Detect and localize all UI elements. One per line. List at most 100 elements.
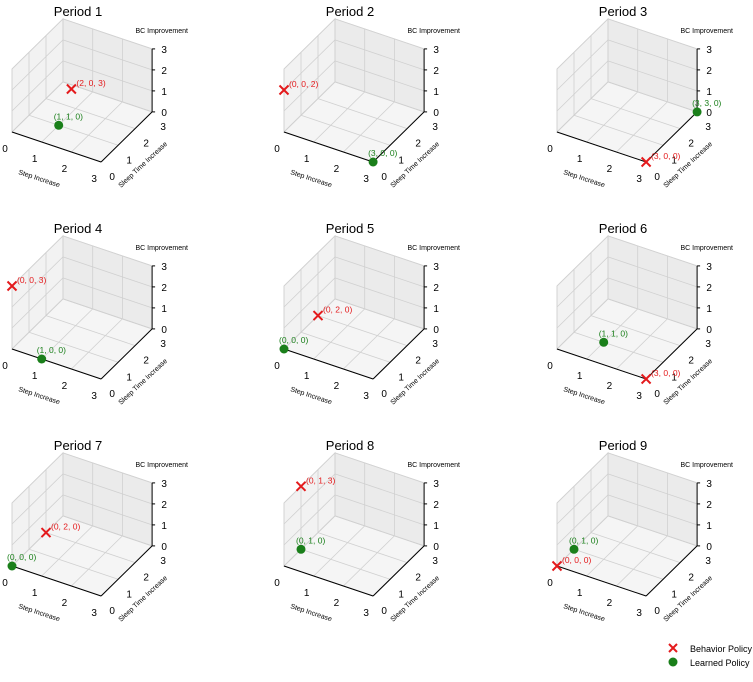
y-tick-label: 2	[415, 573, 421, 584]
y-tick-label: 1	[126, 155, 132, 166]
grid-line	[607, 60, 698, 92]
z-tick-label: 0	[706, 542, 712, 553]
x-axis-line	[11, 131, 102, 163]
z-tick-label: 2	[161, 283, 167, 294]
subplot-title: Period 2	[326, 4, 374, 19]
grid-line	[283, 452, 336, 504]
x-tick-label: 3	[363, 608, 369, 619]
grid-line	[556, 39, 609, 91]
y-tick-label: 1	[398, 372, 404, 383]
y-tick-label: 1	[671, 155, 677, 166]
subplot-title: Period 6	[599, 221, 647, 236]
grid-line	[556, 235, 609, 287]
learned-policy-point	[279, 344, 289, 354]
y-axis-line	[372, 328, 425, 380]
grid-line	[283, 298, 336, 350]
x-tick-label: 2	[62, 381, 68, 392]
x-tick-label: 1	[577, 371, 583, 382]
y-tick-label: 2	[143, 139, 149, 150]
z-tick-label: 3	[433, 45, 439, 56]
grid-line	[283, 81, 336, 133]
z-tick-label: 3	[706, 45, 712, 56]
grid-line	[334, 452, 425, 484]
learned-policy-label: (0, 0, 0)	[279, 335, 308, 345]
y-tick-label: 3	[432, 122, 438, 133]
grid-line	[45, 532, 136, 563]
grid-line	[607, 298, 698, 330]
grid-line	[283, 473, 336, 525]
z-tick-label: 1	[706, 87, 712, 98]
z-tick-label: 2	[706, 283, 712, 294]
learned-policy-label: (0, 1, 0)	[296, 535, 325, 545]
z-tick-label: 3	[706, 479, 712, 490]
y-tick-label: 1	[126, 372, 132, 383]
z-axis-label: BC Improvement	[407, 462, 460, 469]
grid-line	[556, 81, 609, 133]
grid-line	[586, 91, 638, 143]
y-axis-line	[100, 111, 153, 163]
grid-line	[45, 98, 136, 129]
y-tick-label: 1	[398, 589, 404, 600]
grid-line	[607, 473, 698, 505]
grid-line	[556, 298, 609, 350]
legend-behavior-label: Behavior Policy	[690, 644, 753, 654]
grid-line	[62, 277, 153, 309]
grid-line	[343, 535, 395, 587]
x-tick-label: 0	[274, 578, 280, 589]
grid-line	[334, 81, 425, 113]
z-tick-label: 2	[433, 500, 439, 511]
x-tick-label: 3	[363, 174, 369, 185]
x-tick-label: 1	[32, 588, 38, 599]
grid-line	[334, 515, 425, 547]
grid-line	[317, 532, 408, 563]
z-tick-label: 1	[433, 87, 439, 98]
grid-line	[62, 298, 153, 330]
grid-line	[334, 277, 425, 309]
grid-line	[28, 331, 119, 363]
grid-line	[556, 18, 609, 70]
grid-line	[313, 91, 365, 143]
subplot-title: Period 8	[326, 438, 374, 453]
behavior-policy-label: (3, 0, 0)	[651, 368, 680, 378]
learned-policy-point	[569, 544, 579, 554]
y-tick-label: 1	[126, 589, 132, 600]
z-tick-label: 3	[433, 262, 439, 273]
learned-policy-label: (1, 1, 0)	[599, 328, 628, 338]
x-tick-label: 3	[91, 174, 97, 185]
x-axis-label: Step Increase	[289, 386, 332, 406]
x-axis-line	[283, 565, 374, 597]
behavior-policy-label: (0, 2, 0)	[323, 305, 352, 315]
grid-line	[283, 515, 336, 567]
subplot-title: Period 3	[599, 4, 647, 19]
y-tick-label: 0	[381, 606, 387, 617]
grid-line	[607, 18, 698, 50]
y-tick-label: 0	[109, 606, 115, 617]
learned-policy-point	[37, 354, 47, 364]
z-tick-label: 2	[433, 283, 439, 294]
grid-line	[334, 18, 425, 50]
grid-line	[616, 318, 668, 370]
z-tick-label: 1	[433, 304, 439, 315]
behavior-policy-point	[66, 83, 77, 95]
x-tick-label: 2	[607, 381, 613, 392]
y-tick-label: 0	[654, 172, 660, 183]
grid-line	[586, 525, 638, 577]
grid-line	[11, 81, 64, 133]
y-axis-line	[100, 545, 153, 597]
y-tick-label: 3	[705, 556, 711, 567]
y-tick-label: 2	[688, 573, 694, 584]
x-tick-label: 3	[363, 391, 369, 402]
x-axis-label: Step Increase	[17, 386, 60, 406]
grid-line	[41, 525, 93, 577]
x-axis-label: Step Increase	[562, 603, 605, 623]
grid-line	[556, 60, 609, 112]
grid-line	[556, 452, 609, 504]
behavior-policy-point	[640, 156, 652, 168]
grid-line	[334, 60, 425, 92]
behavior-policy-label: (3, 0, 0)	[651, 151, 680, 161]
z-tick-label: 1	[706, 521, 712, 532]
behavior-policy-point	[312, 310, 324, 321]
x-axis-label: Step Increase	[17, 169, 60, 189]
